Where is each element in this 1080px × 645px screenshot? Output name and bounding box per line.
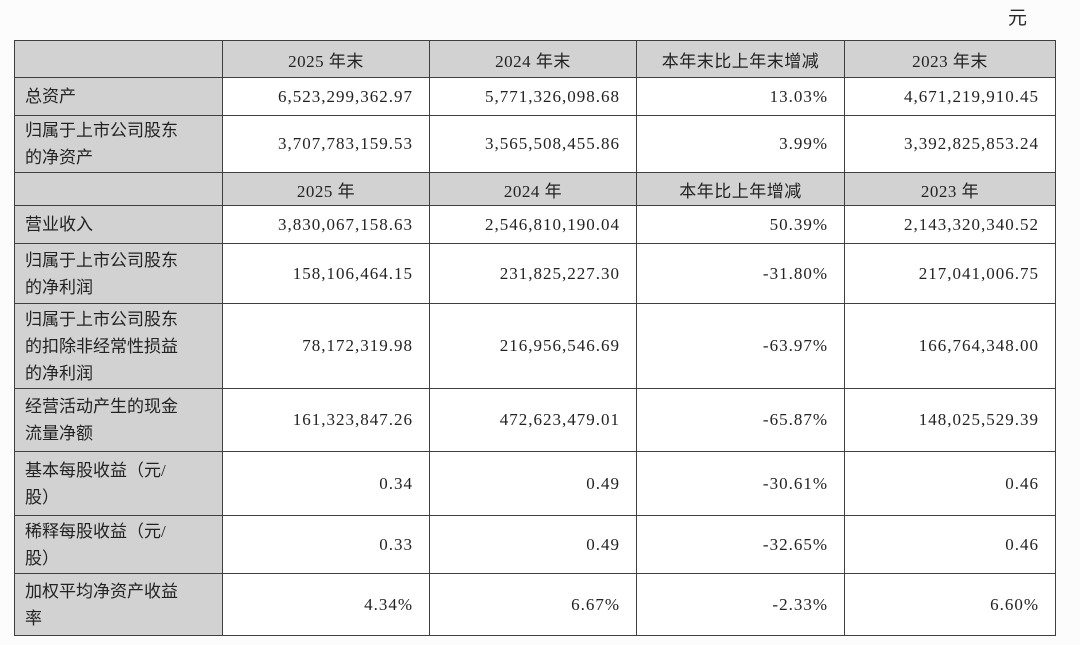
value-cell-2023: 217,041,006.75 xyxy=(844,243,1056,305)
value-cell-change: -31.80% xyxy=(636,243,845,305)
row-label-text: 归属于上市公司股东的净利润 xyxy=(25,250,178,297)
table-body: 2025 年末 2024 年末 本年末比上年末增减 2023 年末 总资产 6,… xyxy=(14,40,1056,637)
table-row-diluted-eps: 稀释每股收益（元/股） 0.33 0.49 -32.65% 0.46 xyxy=(14,515,1056,575)
value-cell-change: -63.97% xyxy=(636,303,845,390)
row-label-text: 归属于上市公司股东的扣除非经常性损益的净利润 xyxy=(25,309,178,383)
row-label: 加权平均净资产收益率 xyxy=(14,573,223,637)
value-cell-2025: 3,830,067,158.63 xyxy=(222,205,430,245)
header-cell-blank xyxy=(14,172,223,207)
row-label: 经营活动产生的现金流量净额 xyxy=(14,388,223,453)
value-cell-2025: 158,106,464.15 xyxy=(222,243,430,305)
header-cell-2025: 2025 年 xyxy=(222,172,430,207)
table-row-operating-cash-flow: 经营活动产生的现金流量净额 161,323,847.26 472,623,479… xyxy=(14,388,1056,453)
header-cell-2025-end: 2025 年末 xyxy=(222,40,430,78)
row-label-text: 营业收入 xyxy=(25,215,93,235)
value-cell-2023: 6.60% xyxy=(844,573,1056,637)
value-cell-2024: 472,623,479.01 xyxy=(429,388,637,453)
row-label: 总资产 xyxy=(14,77,223,116)
row-label: 归属于上市公司股东的扣除非经常性损益的净利润 xyxy=(14,303,223,390)
key-financials-table: 2025 年末 2024 年末 本年末比上年末增减 2023 年末 总资产 6,… xyxy=(14,40,1056,637)
header-cell-2024: 2024 年 xyxy=(429,172,637,207)
value-cell-2024: 2,546,810,190.04 xyxy=(429,205,637,245)
value-cell-2023: 148,025,529.39 xyxy=(844,388,1056,453)
header-cell-blank xyxy=(14,40,223,78)
table-header-row-period-end: 2025 年末 2024 年末 本年末比上年末增减 2023 年末 xyxy=(14,40,1056,78)
value-cell-change: -32.65% xyxy=(636,515,845,575)
row-label: 归属于上市公司股东的净资产 xyxy=(14,114,223,174)
value-cell-2024: 216,956,546.69 xyxy=(429,303,637,390)
row-label-text: 基本每股收益（元/股） xyxy=(25,460,166,507)
row-label: 稀释每股收益（元/股） xyxy=(14,515,223,575)
row-label-text: 经营活动产生的现金流量净额 xyxy=(25,397,178,444)
table-row-basic-eps: 基本每股收益（元/股） 0.34 0.49 -30.61% 0.46 xyxy=(14,451,1056,517)
value-cell-2025: 0.33 xyxy=(222,515,430,575)
row-label-text: 稀释每股收益（元/股） xyxy=(25,521,166,568)
table-row-net-assets: 归属于上市公司股东的净资产 3,707,783,159.53 3,565,508… xyxy=(14,114,1056,174)
value-cell-2025: 3,707,783,159.53 xyxy=(222,114,430,174)
value-cell-2023: 3,392,825,853.24 xyxy=(844,114,1056,174)
value-cell-2025: 4.34% xyxy=(222,573,430,637)
value-cell-change: -2.33% xyxy=(636,573,845,637)
value-cell-2023: 4,671,219,910.45 xyxy=(844,77,1056,116)
header-cell-change: 本年比上年增减 xyxy=(636,172,845,207)
row-label: 营业收入 xyxy=(14,205,223,245)
table-row-net-profit-excl-nonrecurring: 归属于上市公司股东的扣除非经常性损益的净利润 78,172,319.98 216… xyxy=(14,303,1056,390)
unit-label: 元 xyxy=(1008,8,1028,29)
value-cell-change: 3.99% xyxy=(636,114,845,174)
value-cell-change: 50.39% xyxy=(636,205,845,245)
value-cell-2024: 6.67% xyxy=(429,573,637,637)
value-cell-2023: 0.46 xyxy=(844,451,1056,517)
row-label: 基本每股收益（元/股） xyxy=(14,451,223,517)
row-label-text: 总资产 xyxy=(25,86,76,106)
value-cell-2024: 5,771,326,098.68 xyxy=(429,77,637,116)
table-row-weighted-avg-roe: 加权平均净资产收益率 4.34% 6.67% -2.33% 6.60% xyxy=(14,573,1056,637)
value-cell-change: -65.87% xyxy=(636,388,845,453)
value-cell-2025: 78,172,319.98 xyxy=(222,303,430,390)
table-row-net-profit: 归属于上市公司股东的净利润 158,106,464.15 231,825,227… xyxy=(14,243,1056,305)
header-cell-2024-end: 2024 年末 xyxy=(429,40,637,78)
value-cell-2024: 0.49 xyxy=(429,515,637,575)
table-row-revenue: 营业收入 3,830,067,158.63 2,546,810,190.04 5… xyxy=(14,205,1056,245)
value-cell-2023: 0.46 xyxy=(844,515,1056,575)
table-header-row-period: 2025 年 2024 年 本年比上年增减 2023 年 xyxy=(14,172,1056,207)
value-cell-2025: 6,523,299,362.97 xyxy=(222,77,430,116)
header-cell-2023: 2023 年 xyxy=(844,172,1056,207)
value-cell-2025: 161,323,847.26 xyxy=(222,388,430,453)
value-cell-change: 13.03% xyxy=(636,77,845,116)
value-cell-change: -30.61% xyxy=(636,451,845,517)
value-cell-2024: 0.49 xyxy=(429,451,637,517)
value-cell-2023: 2,143,320,340.52 xyxy=(844,205,1056,245)
row-label-text: 加权平均净资产收益率 xyxy=(25,581,178,628)
value-cell-2025: 0.34 xyxy=(222,451,430,517)
row-label: 归属于上市公司股东的净利润 xyxy=(14,243,223,305)
value-cell-2023: 166,764,348.00 xyxy=(844,303,1056,390)
value-cell-2024: 3,565,508,455.86 xyxy=(429,114,637,174)
header-cell-change-end: 本年末比上年末增减 xyxy=(636,40,845,78)
row-label-text: 归属于上市公司股东的净资产 xyxy=(25,121,178,168)
value-cell-2024: 231,825,227.30 xyxy=(429,243,637,305)
header-cell-2023-end: 2023 年末 xyxy=(844,40,1056,78)
table-row-total-assets: 总资产 6,523,299,362.97 5,771,326,098.68 13… xyxy=(14,77,1056,116)
